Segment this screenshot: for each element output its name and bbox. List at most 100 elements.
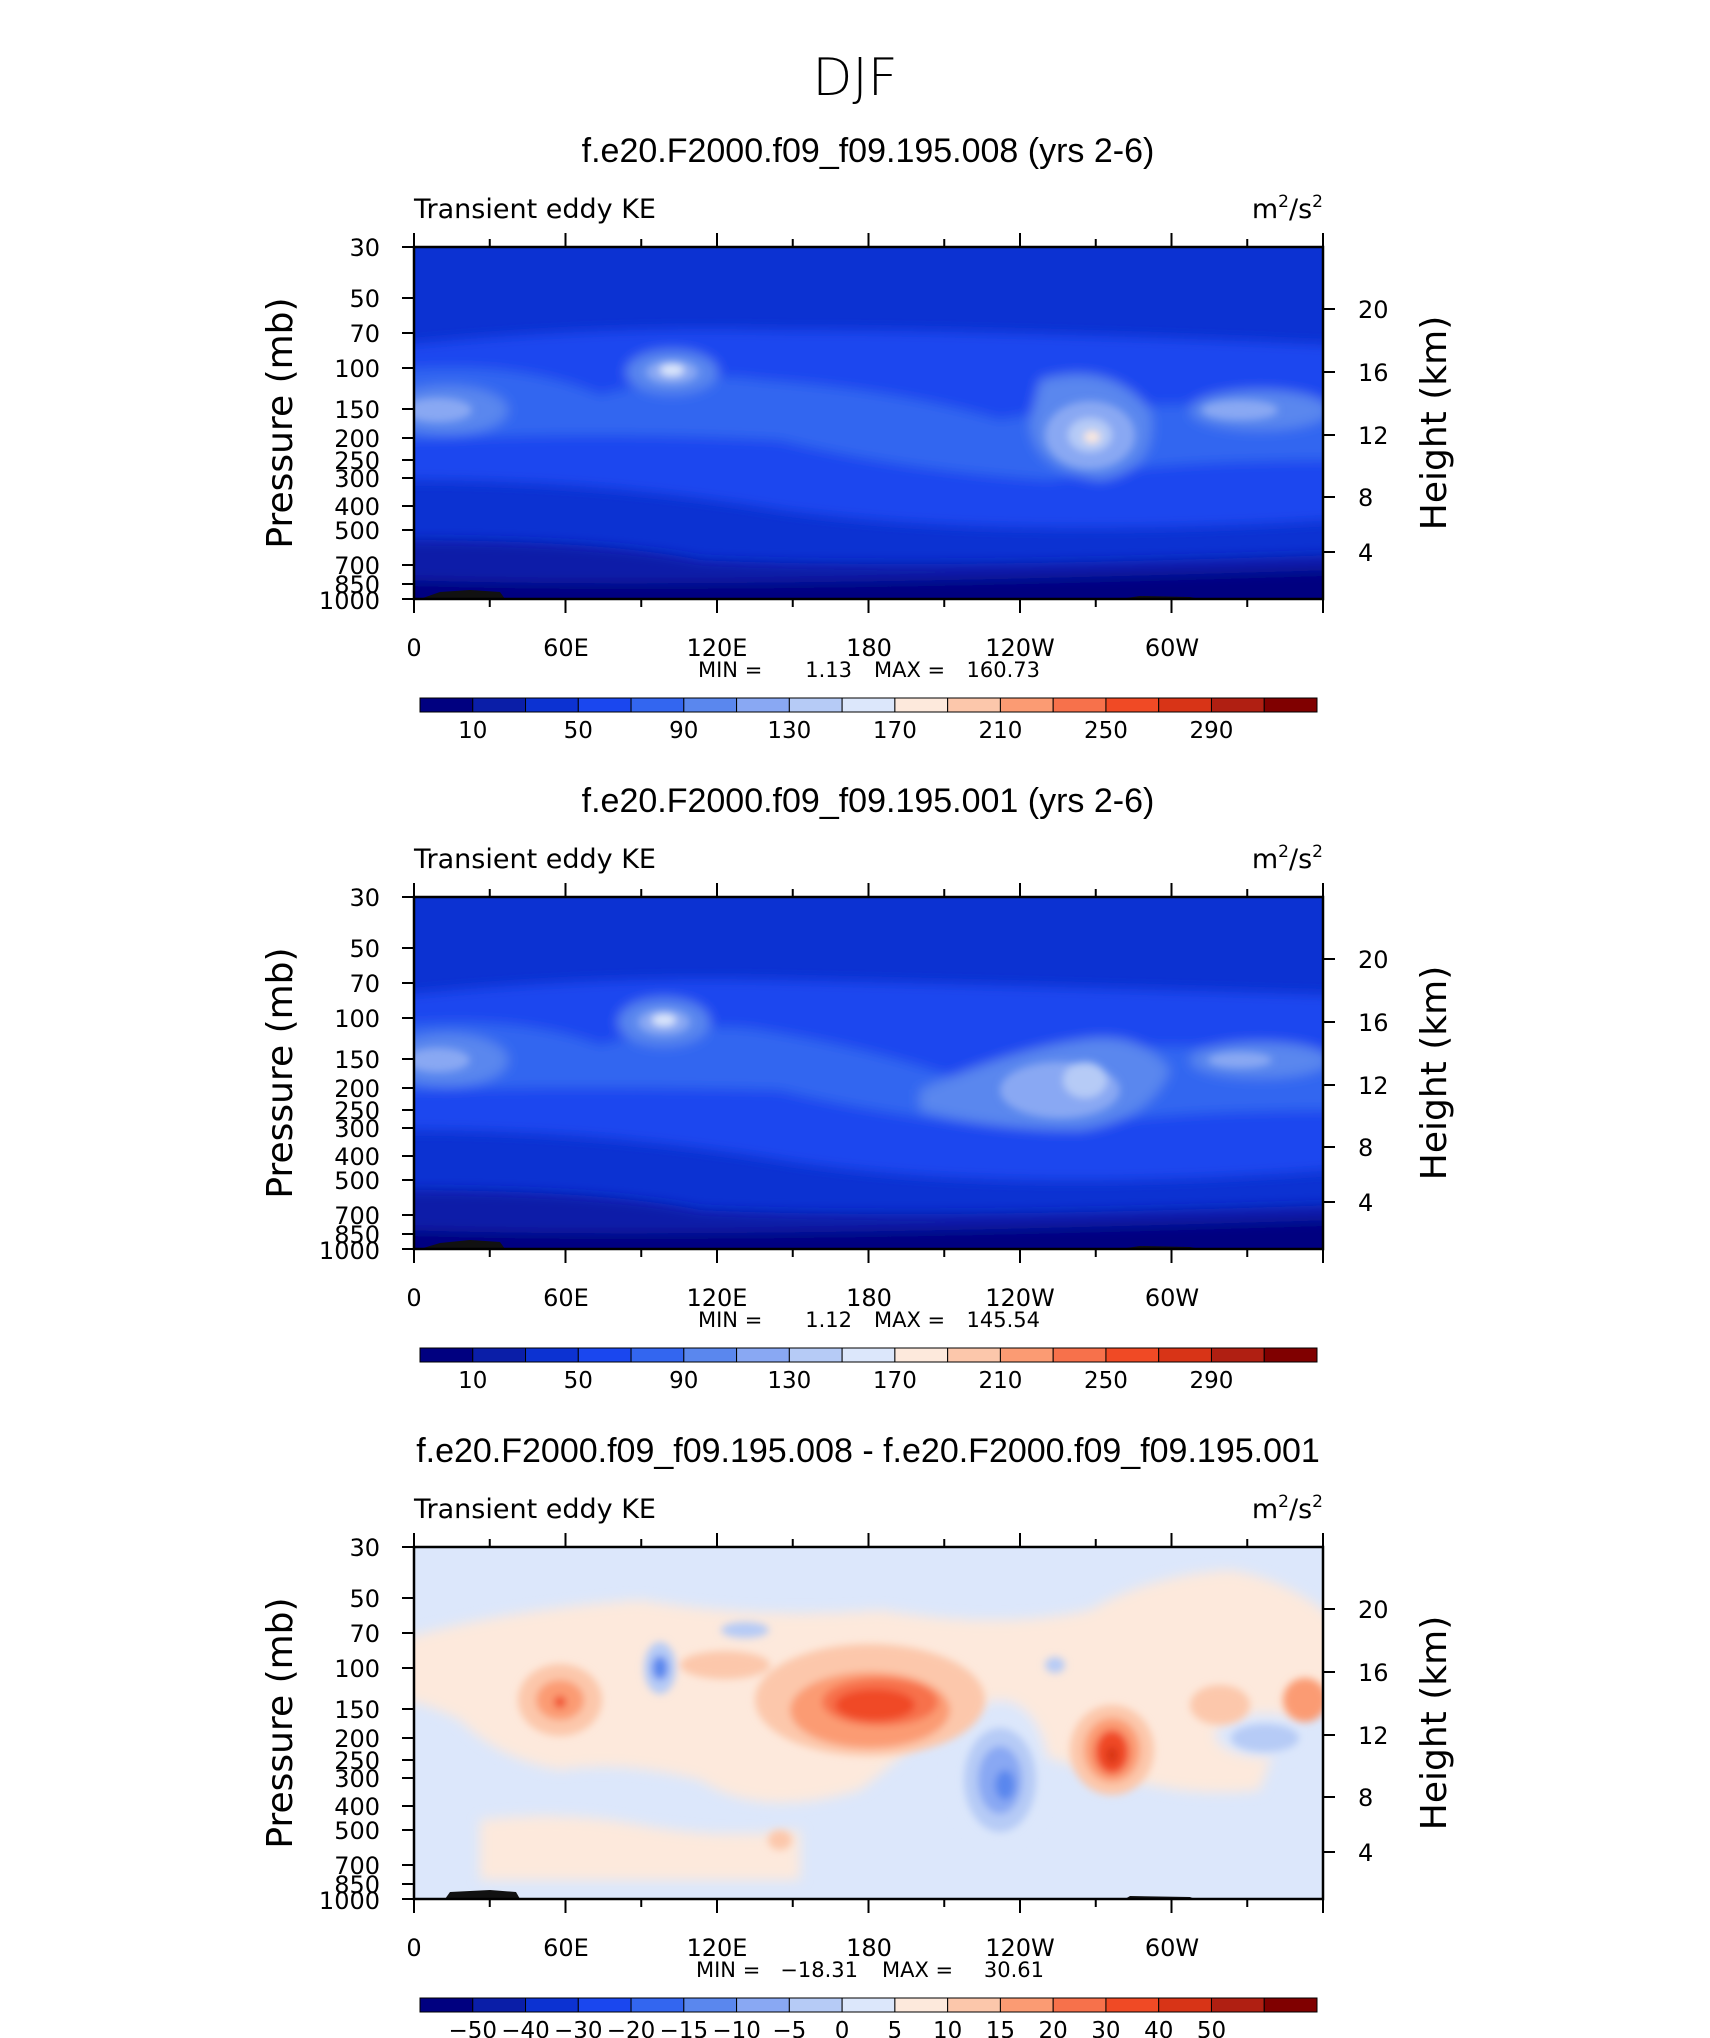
y-tick-label: 850 xyxy=(334,571,380,599)
colorbar-swatch xyxy=(419,1347,474,1363)
field-label: Transient eddy KE xyxy=(413,844,656,875)
colorbar-swatch xyxy=(788,697,843,713)
colorbar-label: −20 xyxy=(607,2018,656,2038)
y-tick-label: 30 xyxy=(349,884,380,912)
colorbar-swatch xyxy=(1158,697,1212,713)
panel-title: f.e20.F2000.f09_f09.195.008 (yrs 2-6) xyxy=(582,132,1155,170)
x-tick-label: 180 xyxy=(846,1284,892,1312)
y-tick-label: 250 xyxy=(334,1097,380,1125)
y-tick-label: 850 xyxy=(334,1221,380,1249)
colorbar-swatch xyxy=(577,1997,632,2013)
colorbar-swatch xyxy=(683,1997,738,2013)
y-axis-left: 30 50 70 100 150 200 250 300 400 500 700… xyxy=(260,884,380,1265)
max-value: 30.61 xyxy=(984,1958,1044,1982)
colorbar-swatch xyxy=(419,697,474,713)
colorbar-label: 290 xyxy=(1190,1368,1234,1394)
min-label: MIN = xyxy=(698,658,762,682)
y-axis-left: 30 50 70 100 150 200 250 300 400 500 700… xyxy=(260,234,380,615)
contour-field xyxy=(414,247,1323,599)
colorbar-swatch xyxy=(947,697,1001,713)
y-axis-title: Pressure (mb) xyxy=(260,1597,301,1848)
colorbar-label: −50 xyxy=(448,2018,497,2038)
y-tick-label: 50 xyxy=(349,1585,380,1613)
y-tick-label: 100 xyxy=(334,355,380,383)
colorbar-swatch xyxy=(577,1347,632,1363)
y-axis-title: Pressure (mb) xyxy=(260,297,301,548)
colorbar-label: 50 xyxy=(564,718,593,744)
y2-tick-label: 4 xyxy=(1358,1839,1373,1867)
x-tick-label: 0 xyxy=(406,634,421,662)
x-tick-label: 60W xyxy=(1145,1284,1199,1312)
colorbar-swatch xyxy=(1210,697,1265,713)
colorbar-swatch xyxy=(999,1997,1054,2013)
x-axis: 0 60E 120E 180 120W 60W xyxy=(406,634,1199,662)
panel-1: f.e20.F2000.f09_f09.195.008 (yrs 2-6) Tr… xyxy=(260,132,1455,744)
y-tick-label: 200 xyxy=(334,1075,380,1103)
y-tick-label: 250 xyxy=(334,447,380,475)
y-axis-title: Pressure (mb) xyxy=(260,947,301,1198)
min-value: 1.12 xyxy=(805,1308,852,1332)
contour-field xyxy=(414,1547,1323,1899)
colorbar-swatch xyxy=(841,1997,896,2013)
colorbar-label: 10 xyxy=(458,1368,487,1394)
colorbar-swatch xyxy=(788,1997,843,2013)
colorbar-label: 130 xyxy=(767,718,811,744)
colorbar-label: 50 xyxy=(564,1368,593,1394)
colorbar-label: 170 xyxy=(873,718,917,744)
y-tick-label: 50 xyxy=(349,935,380,963)
x-tick-label: 120E xyxy=(687,1284,748,1312)
y-tick-label: 300 xyxy=(334,1115,380,1143)
y-axis-right: 20 16 12 8 4 Height (km) xyxy=(1358,946,1455,1217)
colorbar-swatch xyxy=(1210,1997,1265,2013)
colorbar-label: 30 xyxy=(1091,2018,1120,2038)
colorbar-swatch xyxy=(999,697,1054,713)
colorbar-swatch xyxy=(683,1347,738,1363)
x-tick-label: 0 xyxy=(406,1284,421,1312)
colorbar-swatch xyxy=(472,1997,527,2013)
y-tick-label: 150 xyxy=(334,1696,380,1724)
y2-tick-label: 8 xyxy=(1358,1784,1373,1812)
max-label: MAX = xyxy=(874,1308,945,1332)
x-axis: 0 60E 120E 180 120W 60W xyxy=(406,1934,1199,1962)
y2-tick-label: 20 xyxy=(1358,1596,1389,1624)
y2-tick-label: 8 xyxy=(1358,484,1373,512)
units-label: m2/s2 xyxy=(1252,842,1323,875)
x-tick-label: 60E xyxy=(543,1284,589,1312)
colorbar-label: 90 xyxy=(669,1368,698,1394)
y-tick-label: 200 xyxy=(334,1725,380,1753)
colorbar-swatch xyxy=(736,1347,790,1363)
colorbar-label: −40 xyxy=(501,2018,550,2038)
y-axis-right: 20 16 12 8 4 Height (km) xyxy=(1358,1596,1455,1867)
y2-tick-label: 16 xyxy=(1358,1009,1389,1037)
y-tick-label: 400 xyxy=(334,1143,380,1171)
y-tick-label: 700 xyxy=(334,552,380,580)
colorbar-label: 50 xyxy=(1197,2018,1226,2038)
x-tick-label: 60W xyxy=(1145,1934,1199,1962)
y-axis-right: 20 16 12 8 4 Height (km) xyxy=(1358,296,1455,567)
y-tick-label: 300 xyxy=(334,465,380,493)
x-tick-label: 60E xyxy=(543,634,589,662)
colorbar: 10 50 90 130 170 210 250 290 xyxy=(419,1347,1318,1394)
y-tick-label: 100 xyxy=(334,1005,380,1033)
colorbar-label: 130 xyxy=(767,1368,811,1394)
y-tick-label: 500 xyxy=(334,1167,380,1195)
colorbar: −50 −40 −30 −20 −15 −10 −5 0 5 10 15 20 30 40 50 xyxy=(419,1997,1318,2038)
y2-tick-label: 8 xyxy=(1358,1134,1373,1162)
min-value: −18.31 xyxy=(780,1958,858,1982)
colorbar-label: 0 xyxy=(835,2018,850,2038)
colorbar-swatch xyxy=(736,1997,790,2013)
max-label: MAX = xyxy=(874,658,945,682)
colorbar-swatch xyxy=(525,1347,579,1363)
x-tick-label: 120W xyxy=(985,634,1055,662)
colorbar-label: 10 xyxy=(458,718,487,744)
x-tick-label: 120W xyxy=(985,1284,1055,1312)
colorbar-swatch xyxy=(841,697,896,713)
x-tick-label: 120E xyxy=(687,1934,748,1962)
colorbar-swatch xyxy=(630,1997,685,2013)
y2-tick-label: 12 xyxy=(1358,1722,1389,1750)
colorbar-swatch xyxy=(1105,697,1160,713)
y-tick-label: 50 xyxy=(349,285,380,313)
colorbar-label: 210 xyxy=(978,718,1022,744)
y-tick-label: 400 xyxy=(334,1793,380,1821)
colorbar-label: −15 xyxy=(660,2018,709,2038)
